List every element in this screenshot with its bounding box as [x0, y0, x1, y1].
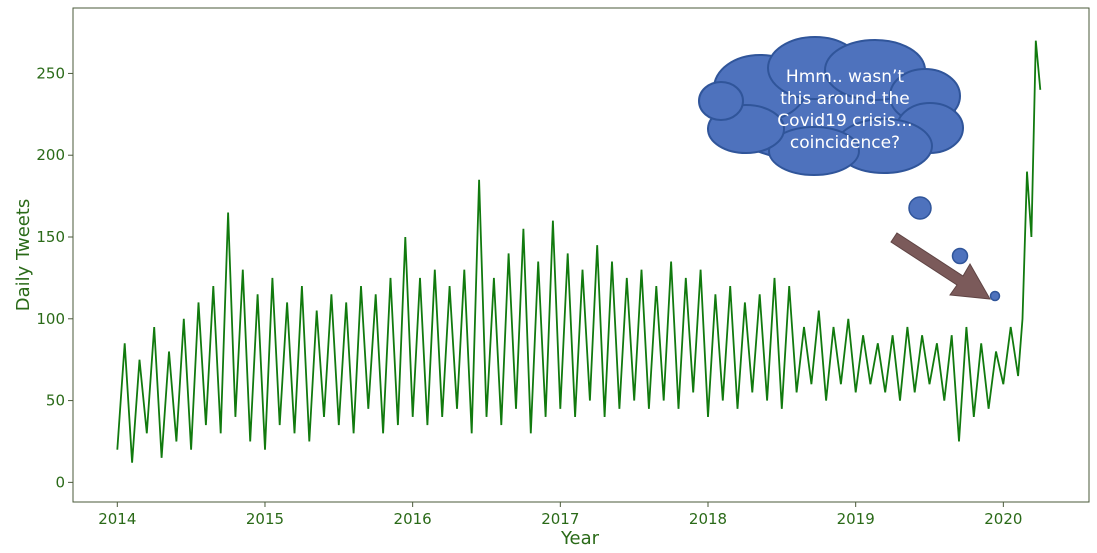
- y-tick-label: 0: [55, 473, 65, 491]
- y-axis: 0 50 100 150 200 250: [36, 64, 73, 491]
- x-tick-label: 2016: [394, 510, 432, 528]
- x-tick-label: 2014: [98, 510, 136, 528]
- x-tick-label: 2020: [984, 510, 1022, 528]
- y-tick-label: 50: [46, 392, 65, 410]
- x-axis: 2014 2015 2016 2017 2018 2019 2020: [98, 502, 1022, 528]
- y-tick-label: 150: [36, 228, 65, 246]
- thought-bubble: Hmm.. wasn’t this around the Covid19 cri…: [698, 36, 1001, 302]
- callout-line-1: Hmm.. wasn’t: [786, 67, 904, 87]
- x-tick-label: 2018: [689, 510, 727, 528]
- callout-line-3: Covid19 crisis…: [777, 111, 912, 131]
- x-tick-label: 2015: [246, 510, 284, 528]
- thought-dot-large: [908, 196, 932, 220]
- y-axis-label: Daily Tweets: [13, 199, 34, 312]
- thought-dot-medium: [951, 247, 969, 265]
- thought-cloud: [698, 36, 964, 176]
- thought-dot-small: [989, 290, 1001, 302]
- y-tick-label: 250: [36, 64, 65, 82]
- daily-tweets-line: [116, 40, 1042, 463]
- x-tick-label: 2017: [541, 510, 579, 528]
- callout-line-2: this around the: [780, 89, 910, 109]
- x-tick-label: 2019: [837, 510, 875, 528]
- y-tick-label: 100: [36, 310, 65, 328]
- arrow-annotation: [890, 232, 991, 300]
- y-tick-label: 200: [36, 146, 65, 164]
- callout-line-4: coincidence?: [790, 133, 900, 153]
- x-axis-label: Year: [560, 528, 600, 549]
